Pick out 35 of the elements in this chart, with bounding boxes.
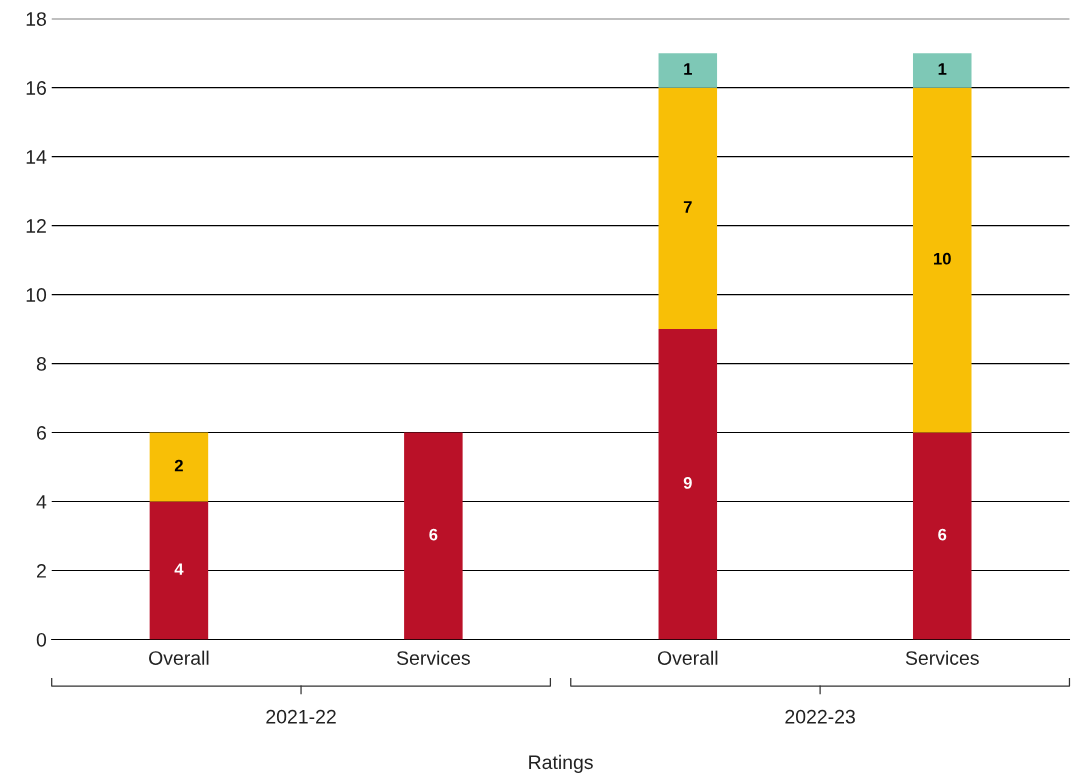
- data-label: 7: [683, 201, 692, 213]
- x-axis-title: Ratings: [529, 754, 593, 773]
- y-tick-label: 18: [26, 12, 46, 26]
- data-label: 6: [429, 528, 438, 541]
- y-tick-label: 6: [37, 426, 46, 440]
- y-tick-label: 16: [26, 81, 46, 95]
- bar: [658, 87, 718, 330]
- data-label: 2: [174, 459, 183, 472]
- data-label: 4: [174, 563, 184, 575]
- y-tick-label: 8: [36, 357, 46, 371]
- y-tick-label: 12: [26, 219, 46, 233]
- y-tick-label: 0: [36, 632, 47, 647]
- data-label: 10: [934, 252, 951, 265]
- y-tick-label: 10: [26, 288, 47, 302]
- bar: [658, 329, 718, 640]
- data-label: 1: [938, 63, 947, 75]
- y-tick-label: 2: [37, 564, 46, 578]
- bar: [912, 432, 972, 640]
- y-tick-label: 4: [36, 495, 47, 509]
- x-tick-label: Overall: [657, 650, 718, 665]
- text: 2021-22: [266, 709, 336, 724]
- bar: [912, 87, 972, 433]
- bar: [149, 432, 209, 502]
- bar: [912, 53, 972, 88]
- x-tick-label: Overall: [149, 650, 209, 665]
- data-label: 9: [683, 476, 692, 489]
- x-tick-label: Services: [905, 650, 979, 665]
- x-tick-label: Services: [396, 650, 470, 665]
- bar: [404, 432, 463, 640]
- bar: [149, 501, 209, 640]
- data-label: 1: [684, 63, 692, 75]
- data-label: 6: [938, 528, 947, 541]
- y-tick-label: 14: [26, 150, 47, 164]
- bar: [658, 53, 718, 88]
- text: 2022-23: [785, 709, 855, 724]
